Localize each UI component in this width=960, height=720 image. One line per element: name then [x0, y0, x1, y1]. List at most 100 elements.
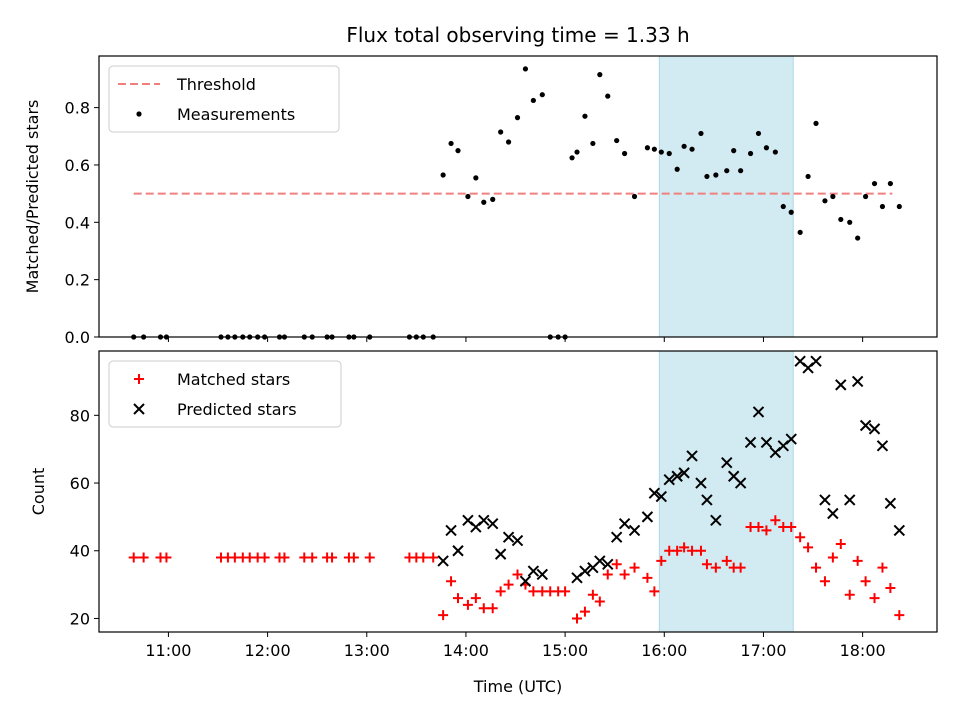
top-panel: 0.0 0.2 0.4 0.6 0.8 Matched/Predicted stars Th… [23, 55, 938, 347]
data-point [851, 375, 864, 388]
data-point [710, 514, 722, 526]
y-tick-label: 0.8 [65, 99, 90, 118]
data-point [658, 149, 664, 155]
data-point [327, 552, 338, 563]
data-point [666, 150, 672, 157]
y-tick-label: 0.4 [65, 213, 90, 232]
data-point [619, 569, 630, 580]
data-point [514, 115, 521, 121]
data-point [772, 149, 778, 155]
data-point [852, 555, 863, 566]
data-point [628, 524, 641, 537]
data-point [574, 149, 580, 155]
data-point [279, 552, 290, 563]
legend-label: Predicted stars [177, 400, 297, 419]
data-point [465, 193, 471, 200]
data-point [631, 193, 638, 200]
data-point [597, 72, 603, 78]
data-point [602, 569, 613, 580]
legend-label: Matched stars [177, 370, 290, 389]
data-point [649, 586, 660, 597]
legend-label: Measurements [177, 105, 295, 124]
data-point [651, 146, 657, 152]
y-tick-label: 20 [70, 609, 90, 628]
data-point [755, 130, 762, 137]
data-point [855, 235, 861, 241]
data-point [869, 593, 880, 604]
data-point [885, 582, 896, 593]
data-point [797, 229, 803, 235]
data-point [579, 606, 590, 617]
data-point [536, 568, 549, 581]
data-point [364, 552, 375, 563]
data-point [582, 113, 588, 119]
data-point [695, 545, 706, 556]
data-point [738, 168, 744, 174]
data-point [530, 97, 536, 104]
data-point [735, 562, 746, 573]
data-point [838, 216, 844, 223]
data-point [876, 440, 889, 452]
data-point [462, 599, 473, 610]
data-point [437, 555, 449, 567]
data-point [605, 93, 611, 99]
data-point [572, 613, 583, 624]
data-point [455, 148, 461, 154]
data-point [629, 562, 640, 573]
legend-box [108, 65, 340, 133]
data-point [763, 145, 770, 151]
data-point [752, 406, 765, 418]
data-point [868, 423, 881, 435]
data-point [687, 545, 698, 556]
y-tick-label: 40 [70, 542, 90, 561]
data-point [438, 610, 449, 621]
data-point [761, 525, 772, 536]
data-point [448, 140, 454, 147]
data-point [528, 586, 539, 597]
data-point [644, 145, 651, 151]
x-axis-label: Time (UTC) [473, 677, 562, 696]
data-point [810, 355, 822, 367]
data-point [614, 137, 620, 144]
x-tick-label: 12:00 [245, 641, 291, 660]
data-point [721, 457, 733, 469]
data-point [656, 555, 667, 566]
data-point [560, 586, 571, 597]
data-point [747, 150, 754, 157]
chart-title: Flux total observing time = 1.33 h [346, 23, 689, 47]
data-point [862, 193, 869, 200]
data-point [671, 470, 683, 482]
data-point [803, 542, 814, 553]
data-point [453, 593, 464, 604]
data-point [481, 199, 487, 205]
data-point [744, 436, 757, 449]
data-point [819, 494, 831, 506]
data-point [610, 531, 623, 543]
data-point [721, 555, 732, 566]
data-point [503, 579, 514, 590]
y-tick-label: 0.6 [65, 156, 90, 175]
y-tick-label: 0.0 [65, 328, 90, 347]
data-point [440, 172, 446, 178]
series-matched-stars [128, 515, 905, 624]
data-point [698, 130, 704, 137]
data-point [835, 379, 847, 391]
data-point [760, 436, 773, 449]
data-point [813, 120, 819, 126]
data-point [679, 542, 690, 553]
data-point [672, 545, 683, 556]
data-point [827, 552, 838, 563]
data-point [701, 494, 713, 506]
data-point [887, 180, 893, 187]
data-point [663, 473, 675, 486]
data-point [487, 517, 499, 530]
legend: Matched stars Predicted stars [108, 360, 342, 428]
data-point [505, 139, 512, 145]
data-point [259, 552, 270, 563]
data-point [785, 433, 797, 445]
x-tick-label: 13:00 [344, 641, 390, 660]
plot-frame [98, 350, 938, 633]
data-point [446, 576, 457, 587]
data-point [788, 209, 794, 215]
data-point [452, 545, 464, 557]
